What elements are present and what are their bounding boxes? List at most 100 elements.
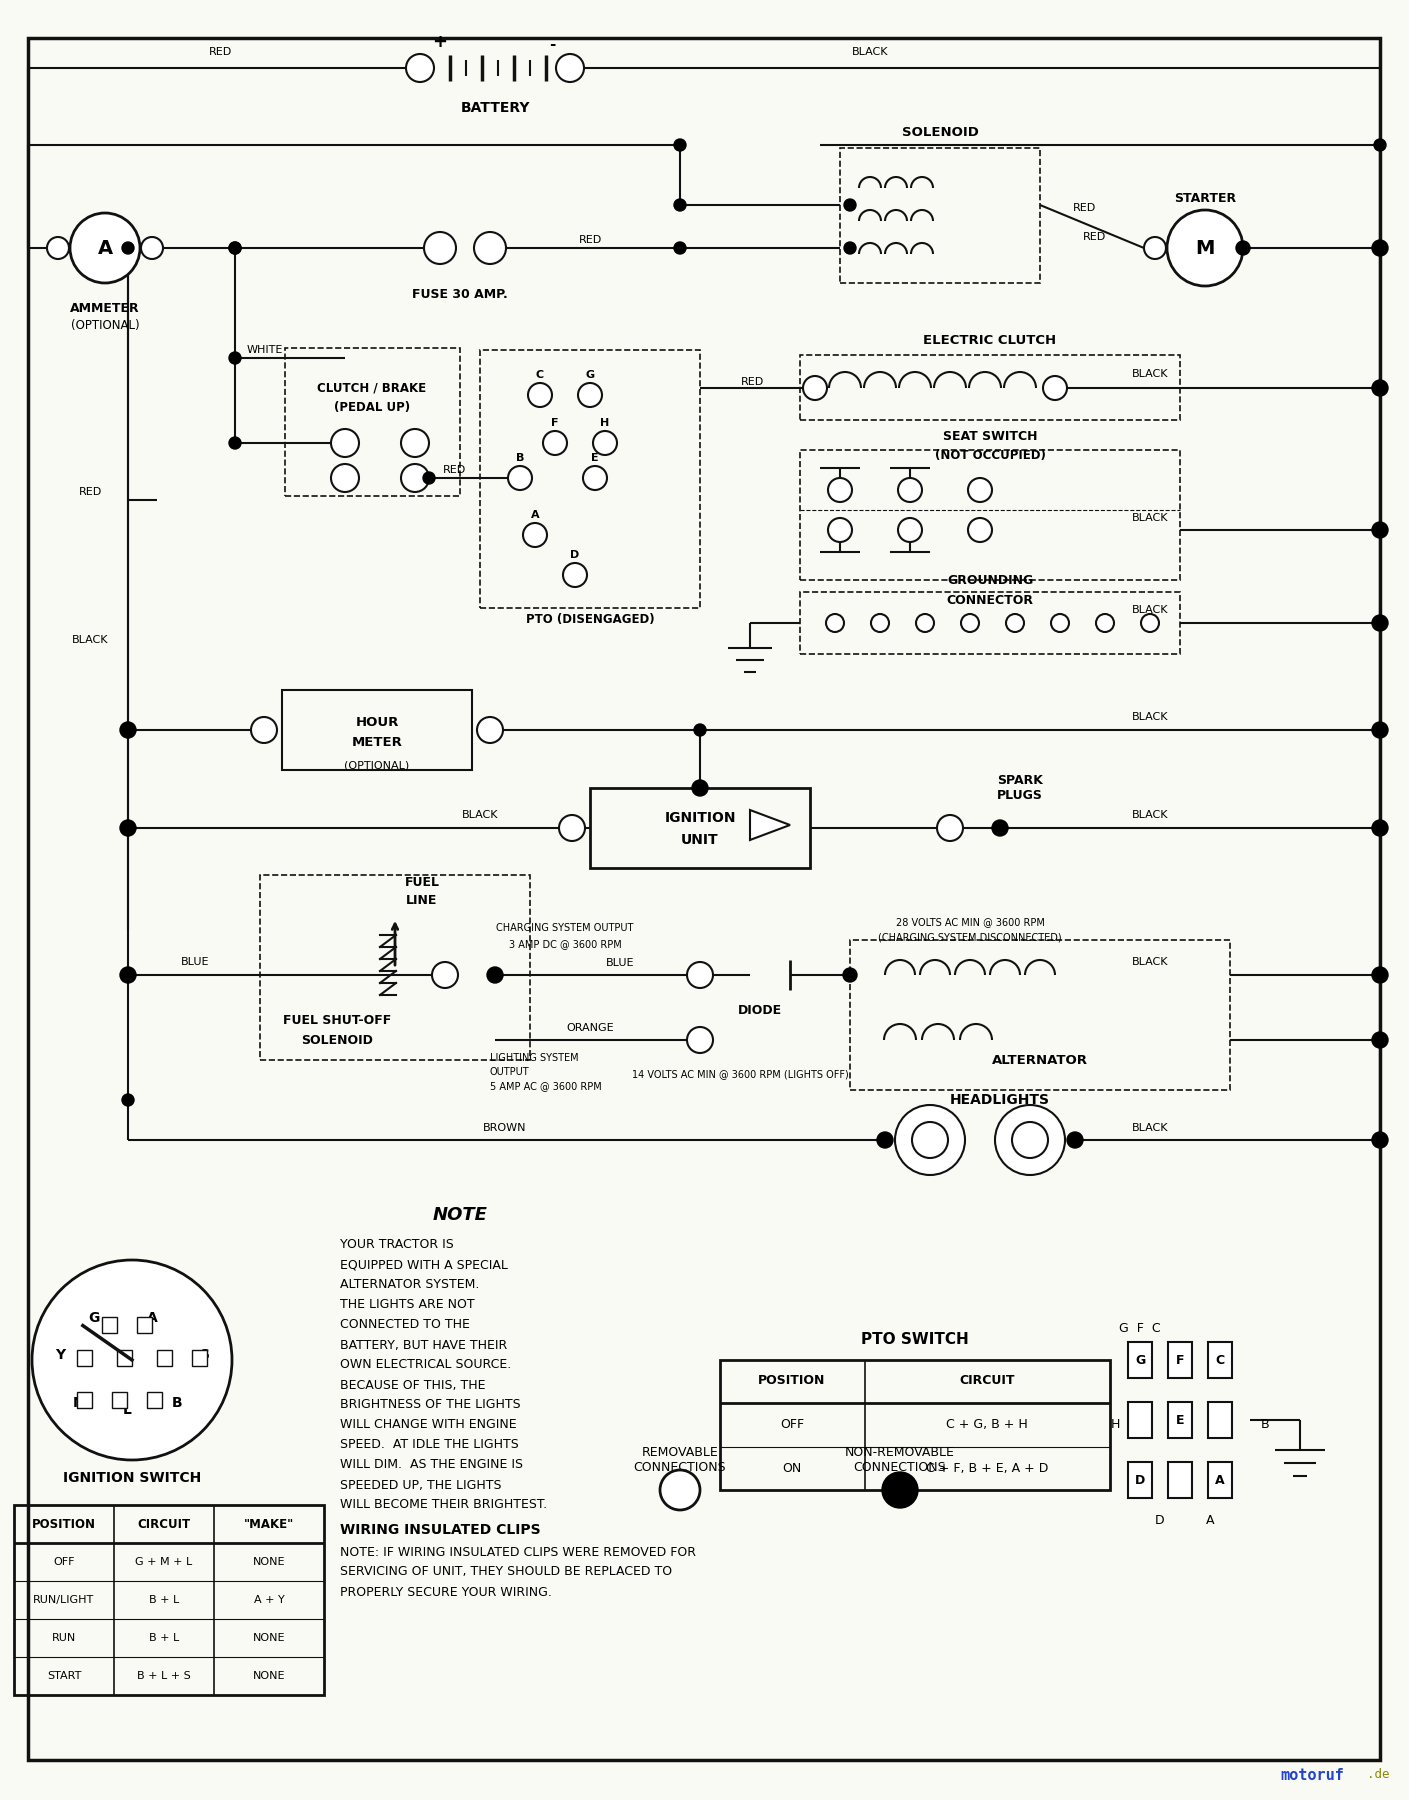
Text: PTO (DISENGAGED): PTO (DISENGAGED) — [526, 614, 654, 626]
Text: HOUR: HOUR — [355, 715, 399, 729]
Text: ELECTRIC CLUTCH: ELECTRIC CLUTCH — [923, 333, 1057, 346]
Text: AMMETER: AMMETER — [70, 301, 139, 315]
Bar — [480, 349, 700, 608]
Bar — [800, 450, 1179, 580]
Text: F: F — [551, 418, 559, 428]
Text: H: H — [1110, 1418, 1120, 1431]
Circle shape — [826, 614, 844, 632]
Circle shape — [120, 722, 137, 738]
Circle shape — [230, 353, 241, 364]
Bar — [285, 347, 459, 497]
Circle shape — [423, 472, 435, 484]
Circle shape — [1051, 614, 1069, 632]
Text: M: M — [73, 1397, 87, 1409]
Text: 28 VOLTS AC MIN @ 3600 RPM: 28 VOLTS AC MIN @ 3600 RPM — [896, 916, 1044, 927]
Circle shape — [1372, 239, 1388, 256]
Circle shape — [828, 518, 852, 542]
Circle shape — [876, 1132, 893, 1148]
Text: F: F — [1175, 1354, 1184, 1366]
Circle shape — [882, 1472, 919, 1508]
Text: BLACK: BLACK — [1131, 369, 1168, 380]
Text: BRIGHTNESS OF THE LIGHTS: BRIGHTNESS OF THE LIGHTS — [340, 1399, 520, 1411]
Bar — [1129, 1462, 1153, 1498]
Text: BATTERY, BUT HAVE THEIR: BATTERY, BUT HAVE THEIR — [340, 1339, 507, 1352]
Circle shape — [424, 232, 457, 265]
Circle shape — [1006, 614, 1024, 632]
Text: -: - — [550, 38, 555, 52]
Text: ON: ON — [782, 1462, 802, 1474]
Circle shape — [564, 563, 588, 587]
Circle shape — [120, 821, 137, 835]
Text: WILL DIM.  AS THE ENGINE IS: WILL DIM. AS THE ENGINE IS — [340, 1458, 523, 1472]
Bar — [1129, 1402, 1153, 1438]
Text: SOLENOID: SOLENOID — [302, 1033, 373, 1046]
Bar — [840, 148, 1040, 283]
Circle shape — [593, 430, 617, 455]
Bar — [156, 1350, 172, 1366]
Text: DIODE: DIODE — [738, 1004, 782, 1017]
Bar — [1168, 1343, 1192, 1379]
Text: S: S — [200, 1348, 210, 1363]
Circle shape — [898, 518, 921, 542]
Circle shape — [895, 1105, 965, 1175]
Text: WIRING INSULATED CLIPS: WIRING INSULATED CLIPS — [340, 1523, 541, 1537]
Text: NON-REMOVABLE
CONNECTIONS: NON-REMOVABLE CONNECTIONS — [845, 1445, 955, 1474]
Circle shape — [1372, 1031, 1388, 1048]
Text: C: C — [535, 371, 544, 380]
Bar — [1208, 1462, 1231, 1498]
Circle shape — [1372, 821, 1388, 835]
Text: LINE: LINE — [406, 893, 438, 907]
Circle shape — [406, 54, 434, 83]
Bar — [137, 1318, 152, 1334]
Text: POSITION: POSITION — [758, 1375, 826, 1388]
Text: M: M — [1195, 238, 1215, 257]
Polygon shape — [750, 810, 790, 841]
Text: (OPTIONAL): (OPTIONAL) — [70, 319, 139, 331]
Circle shape — [674, 241, 686, 254]
Circle shape — [331, 428, 359, 457]
Circle shape — [992, 821, 1007, 835]
Bar — [147, 1391, 162, 1408]
Text: OFF: OFF — [781, 1418, 805, 1431]
Circle shape — [1372, 522, 1388, 538]
Text: .de: .de — [1367, 1768, 1389, 1782]
Text: motoruf: motoruf — [1279, 1768, 1344, 1782]
Text: SPEED.  AT IDLE THE LIGHTS: SPEED. AT IDLE THE LIGHTS — [340, 1438, 519, 1451]
Circle shape — [1167, 211, 1243, 286]
Circle shape — [509, 466, 533, 490]
Text: B: B — [516, 454, 524, 463]
Bar — [1208, 1343, 1231, 1379]
Text: LIGHTING SYSTEM: LIGHTING SYSTEM — [490, 1053, 579, 1064]
Text: G  F  C: G F C — [1119, 1321, 1161, 1334]
Text: A: A — [531, 509, 540, 520]
Text: ALTERNATOR: ALTERNATOR — [992, 1053, 1088, 1066]
Circle shape — [578, 383, 602, 407]
Text: BATTERY: BATTERY — [461, 101, 530, 115]
Bar — [282, 689, 472, 770]
Bar — [111, 1391, 127, 1408]
Text: ALTERNATOR SYSTEM.: ALTERNATOR SYSTEM. — [340, 1278, 479, 1292]
Circle shape — [46, 238, 69, 259]
Text: WHITE: WHITE — [247, 346, 283, 355]
Circle shape — [995, 1105, 1065, 1175]
Text: H: H — [600, 418, 610, 428]
Text: G: G — [1134, 1354, 1146, 1366]
Text: STARTER: STARTER — [1174, 191, 1236, 205]
Circle shape — [331, 464, 359, 491]
Circle shape — [961, 614, 979, 632]
Circle shape — [828, 479, 852, 502]
Circle shape — [557, 54, 583, 83]
Text: E: E — [592, 454, 599, 463]
Text: B: B — [172, 1397, 182, 1409]
Circle shape — [912, 1121, 948, 1157]
Text: G: G — [89, 1310, 100, 1325]
Text: C: C — [1216, 1354, 1224, 1366]
Circle shape — [120, 967, 137, 983]
Text: NONE: NONE — [252, 1557, 285, 1568]
Bar — [77, 1350, 92, 1366]
Text: PTO SWITCH: PTO SWITCH — [861, 1332, 969, 1348]
Circle shape — [473, 232, 506, 265]
Text: SPARK
PLUGS: SPARK PLUGS — [998, 774, 1043, 803]
Circle shape — [488, 967, 503, 983]
Bar — [77, 1391, 92, 1408]
